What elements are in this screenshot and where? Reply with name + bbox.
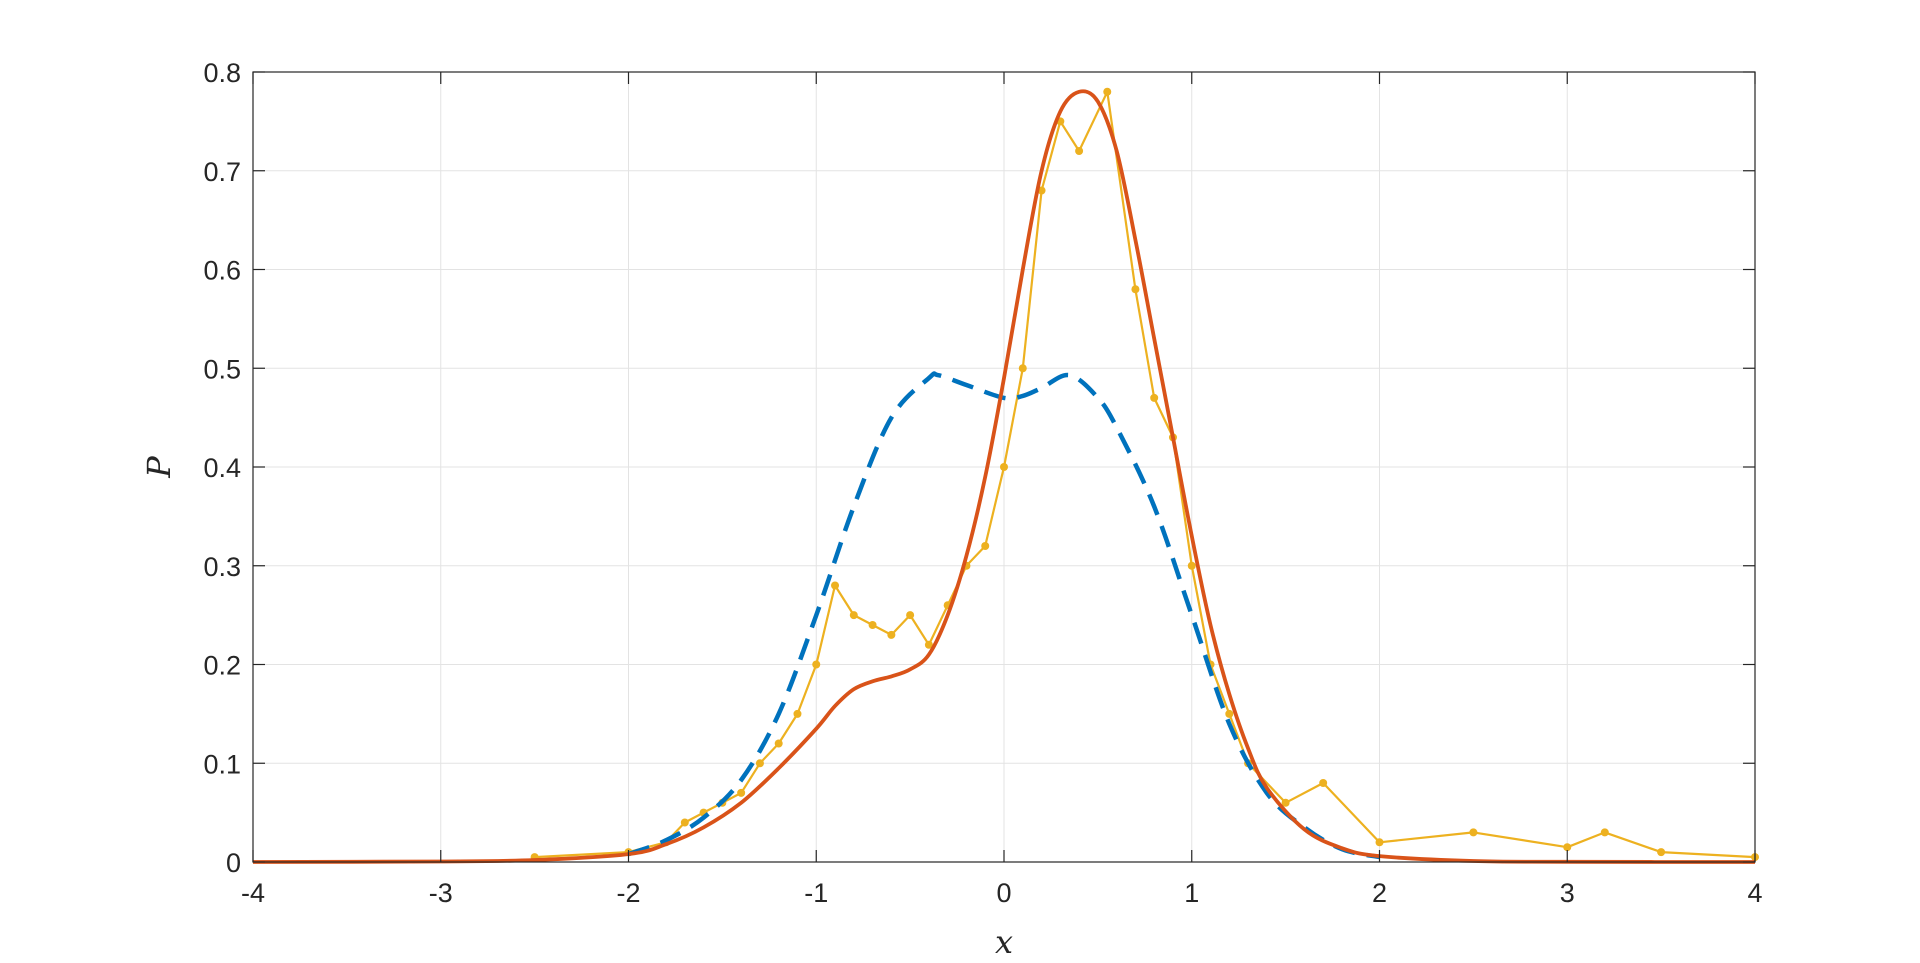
data-point xyxy=(981,542,990,550)
data-point xyxy=(1281,798,1290,807)
data-point xyxy=(1187,561,1196,570)
data-point xyxy=(831,581,840,590)
y-tick-label: 0.5 xyxy=(203,354,241,384)
data-point xyxy=(1319,779,1328,787)
data-point xyxy=(737,788,746,797)
data-point xyxy=(887,630,896,639)
x-tick-label: 4 xyxy=(1747,878,1762,908)
data-point xyxy=(1469,828,1478,837)
y-axis-label: P xyxy=(140,456,178,479)
data-point xyxy=(1600,828,1609,837)
data-point xyxy=(1225,709,1234,718)
data-point xyxy=(680,818,689,827)
data-point xyxy=(1103,87,1112,96)
data-point xyxy=(812,660,821,669)
x-axis-label: x xyxy=(995,923,1013,961)
y-tick-label: 0.8 xyxy=(203,58,241,88)
data-point xyxy=(1000,463,1008,471)
x-tick-label: -3 xyxy=(429,878,453,908)
x-tick-label: 1 xyxy=(1184,878,1199,908)
y-tick-label: 0.7 xyxy=(203,157,241,187)
data-point xyxy=(755,759,764,768)
data-point xyxy=(906,611,915,620)
data-point xyxy=(924,640,933,649)
y-tick-label: 0.1 xyxy=(203,749,241,779)
data-point xyxy=(1563,843,1572,852)
x-tick-label: -1 xyxy=(804,878,828,908)
data-point xyxy=(1018,364,1027,373)
tick-labels: -4 -3 -2 -1 0 1 2 3 4 0 0.1 0.2 0.3 0.4 0.5 0.6 0.7 0.8 xyxy=(203,58,1762,908)
data-point xyxy=(1657,848,1666,857)
data-point xyxy=(849,611,858,620)
data-point xyxy=(774,739,783,748)
data-point xyxy=(1375,838,1384,847)
x-tick-label: 3 xyxy=(1560,878,1575,908)
y-tick-label: 0.2 xyxy=(203,651,241,681)
y-tick-label: 0 xyxy=(226,848,241,878)
solid-curve xyxy=(252,89,1756,864)
x-tick-label: -4 xyxy=(241,878,265,908)
data-point xyxy=(1075,147,1084,155)
x-tick-label: 2 xyxy=(1372,878,1387,908)
y-tick-label: 0.4 xyxy=(203,453,241,483)
y-tick-label: 0.3 xyxy=(203,552,241,582)
x-tick-label: -2 xyxy=(616,878,640,908)
data-point xyxy=(868,621,877,629)
ticks xyxy=(252,71,1756,863)
x-tick-label: 0 xyxy=(996,878,1011,908)
series-layer xyxy=(252,87,1759,864)
data-point xyxy=(1131,285,1140,294)
data-point xyxy=(1150,393,1159,402)
y-tick-label: 0.6 xyxy=(203,256,241,286)
data-point xyxy=(793,709,802,718)
dashed-curve xyxy=(627,371,1380,860)
